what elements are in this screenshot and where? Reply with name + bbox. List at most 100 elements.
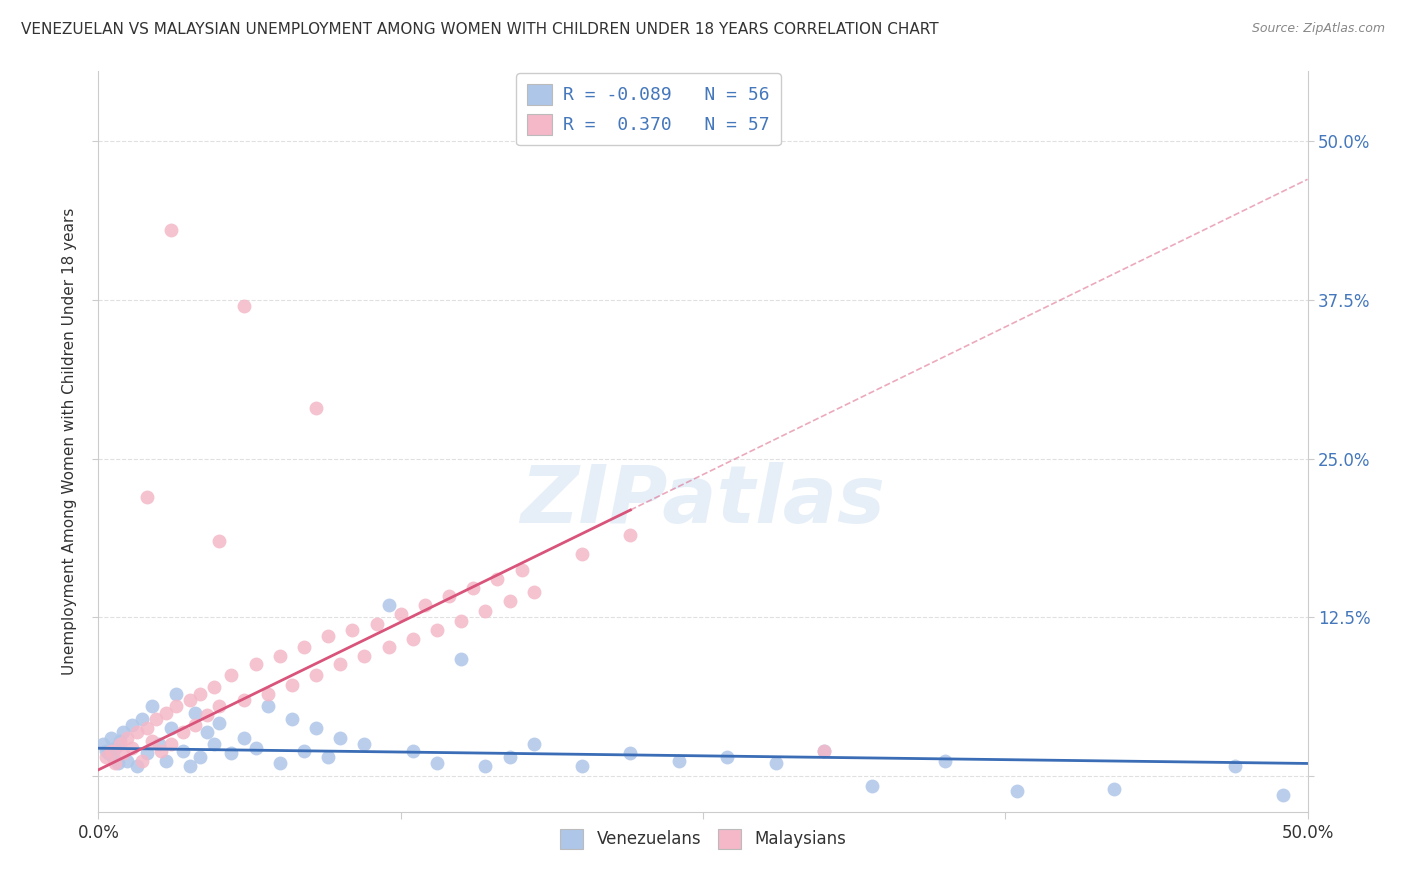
Text: VENEZUELAN VS MALAYSIAN UNEMPLOYMENT AMONG WOMEN WITH CHILDREN UNDER 18 YEARS CO: VENEZUELAN VS MALAYSIAN UNEMPLOYMENT AMO… xyxy=(21,22,939,37)
Point xyxy=(377,640,399,654)
Point xyxy=(813,744,835,758)
Point xyxy=(329,731,352,745)
Point xyxy=(155,754,177,768)
Point xyxy=(165,699,187,714)
Point xyxy=(716,750,738,764)
Point xyxy=(316,750,339,764)
Point xyxy=(1102,781,1125,796)
Point xyxy=(523,738,546,752)
Point xyxy=(463,581,485,595)
Point xyxy=(292,640,315,654)
Point xyxy=(450,652,472,666)
Point xyxy=(121,741,143,756)
Point xyxy=(498,594,520,608)
Point xyxy=(104,756,127,771)
Point xyxy=(141,699,163,714)
Point xyxy=(316,630,339,644)
Point xyxy=(97,747,120,761)
Point xyxy=(104,741,127,756)
Point xyxy=(117,731,139,745)
Point xyxy=(204,680,226,694)
Point xyxy=(402,632,425,646)
Point xyxy=(305,401,328,415)
Point xyxy=(172,744,194,758)
Point xyxy=(208,715,231,730)
Point xyxy=(111,724,134,739)
Point xyxy=(179,693,201,707)
Point xyxy=(160,721,183,735)
Point xyxy=(523,585,546,599)
Legend: Venezuelans, Malaysians: Venezuelans, Malaysians xyxy=(553,822,853,855)
Point xyxy=(765,756,787,771)
Point xyxy=(141,733,163,747)
Point xyxy=(131,754,153,768)
Point xyxy=(413,598,436,612)
Point xyxy=(91,738,114,752)
Point xyxy=(100,744,122,758)
Point xyxy=(256,699,278,714)
Point xyxy=(188,687,211,701)
Point xyxy=(668,754,690,768)
Point xyxy=(94,744,117,758)
Point xyxy=(232,299,254,313)
Point xyxy=(108,738,131,752)
Point xyxy=(305,667,328,681)
Point xyxy=(135,490,157,504)
Point xyxy=(1007,784,1029,798)
Point xyxy=(353,648,375,663)
Point xyxy=(121,718,143,732)
Point xyxy=(111,747,134,761)
Point xyxy=(498,750,520,764)
Point xyxy=(292,744,315,758)
Y-axis label: Unemployment Among Women with Children Under 18 years: Unemployment Among Women with Children U… xyxy=(62,208,77,675)
Point xyxy=(184,706,207,720)
Point xyxy=(437,589,460,603)
Point xyxy=(232,731,254,745)
Point xyxy=(353,738,375,752)
Point xyxy=(101,750,124,764)
Point xyxy=(127,759,149,773)
Point xyxy=(571,547,593,561)
Point xyxy=(148,738,170,752)
Point xyxy=(221,747,243,761)
Point xyxy=(402,744,425,758)
Point xyxy=(245,741,267,756)
Point xyxy=(329,657,352,672)
Point xyxy=(204,738,226,752)
Point xyxy=(342,623,364,637)
Point xyxy=(221,667,243,681)
Point xyxy=(145,712,167,726)
Point xyxy=(150,744,173,758)
Point xyxy=(195,708,218,723)
Point xyxy=(127,724,149,739)
Point xyxy=(100,731,122,745)
Point xyxy=(389,607,412,621)
Point xyxy=(195,724,218,739)
Point xyxy=(281,712,304,726)
Point xyxy=(108,733,131,747)
Point xyxy=(179,759,201,773)
Point xyxy=(619,747,641,761)
Point xyxy=(426,756,449,771)
Point xyxy=(450,614,472,628)
Point xyxy=(366,616,388,631)
Point xyxy=(934,754,956,768)
Point xyxy=(1223,759,1246,773)
Point xyxy=(426,623,449,637)
Point xyxy=(571,759,593,773)
Point xyxy=(208,699,231,714)
Point xyxy=(94,750,117,764)
Point xyxy=(107,756,129,771)
Point xyxy=(486,572,509,586)
Point xyxy=(160,223,183,237)
Point xyxy=(305,721,328,735)
Point xyxy=(208,534,231,549)
Point xyxy=(860,780,883,794)
Point xyxy=(135,721,157,735)
Point xyxy=(813,744,835,758)
Text: Source: ZipAtlas.com: Source: ZipAtlas.com xyxy=(1251,22,1385,36)
Point xyxy=(510,564,533,578)
Point xyxy=(281,678,304,692)
Point xyxy=(619,528,641,542)
Point xyxy=(184,718,207,732)
